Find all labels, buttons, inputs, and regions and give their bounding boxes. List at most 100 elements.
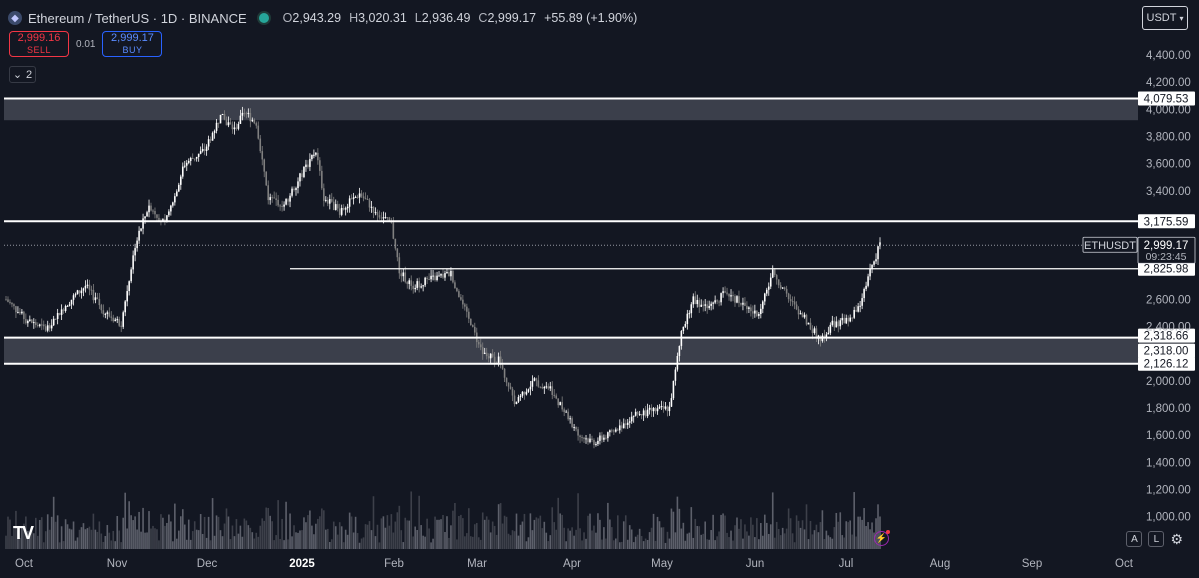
candle-body bbox=[378, 215, 381, 218]
volume-bar bbox=[120, 542, 123, 549]
candle-body bbox=[166, 215, 168, 221]
candle-body bbox=[78, 290, 81, 294]
volume-bar bbox=[493, 525, 496, 549]
volume-bar bbox=[247, 525, 250, 549]
volume-bar bbox=[620, 541, 623, 549]
candle-body bbox=[170, 205, 172, 212]
symbol-title[interactable]: Ethereum / TetherUS · 1D · BINANCE bbox=[28, 10, 247, 26]
volume-bar bbox=[203, 516, 206, 549]
candle-body bbox=[342, 207, 345, 210]
volume-bar bbox=[650, 527, 653, 549]
volume-bar bbox=[672, 511, 675, 549]
log-scale-button[interactable]: L bbox=[1148, 531, 1165, 547]
candle-body bbox=[233, 127, 236, 130]
candle-body bbox=[291, 188, 293, 196]
candle-body bbox=[567, 411, 569, 420]
candle-body bbox=[328, 199, 331, 204]
volume-bar bbox=[402, 542, 405, 549]
volume-bar bbox=[456, 539, 458, 549]
candle-body bbox=[650, 407, 653, 412]
candle-body bbox=[356, 196, 359, 198]
candle-body bbox=[831, 320, 834, 325]
candle-body bbox=[176, 191, 178, 197]
volume-bar bbox=[732, 540, 734, 549]
volume-bar bbox=[607, 502, 609, 549]
volume-bar bbox=[756, 518, 758, 549]
candle-body bbox=[136, 240, 138, 249]
candle-body bbox=[17, 312, 19, 314]
candle-body bbox=[726, 292, 728, 294]
volume-bar bbox=[438, 519, 440, 549]
candle-body bbox=[738, 296, 740, 304]
gear-icon[interactable]: ⚙ bbox=[1170, 531, 1183, 547]
candle-body bbox=[412, 285, 415, 290]
volume-bar bbox=[464, 536, 466, 549]
support-resistance-zone[interactable] bbox=[4, 337, 1138, 364]
candle-body bbox=[283, 204, 285, 207]
currency-select[interactable]: USDT ▾ bbox=[1142, 6, 1188, 30]
support-resistance-zone[interactable] bbox=[4, 98, 1138, 121]
candle-body bbox=[225, 119, 228, 126]
candle-body bbox=[712, 302, 714, 304]
volume-bar bbox=[29, 536, 31, 549]
candle-body bbox=[634, 411, 637, 416]
candle-body bbox=[642, 410, 645, 416]
candle-body bbox=[269, 197, 271, 201]
candle-body bbox=[781, 287, 784, 289]
candle-body bbox=[303, 167, 305, 177]
volume-bar bbox=[676, 496, 679, 549]
indicators-toggle-button[interactable]: ⌄ 2 bbox=[9, 66, 36, 83]
volume-bar bbox=[110, 540, 113, 549]
candle-body bbox=[595, 443, 597, 446]
time-axis: Oct Nov Dec 2025 Feb Mar Apr May Jun Jul Aug Sep Oct bbox=[15, 558, 1134, 570]
volume-bar bbox=[481, 512, 484, 549]
buy-button[interactable]: 2,999.17 BUY bbox=[102, 31, 163, 57]
candle-body bbox=[52, 318, 55, 326]
candle-body bbox=[708, 305, 710, 309]
volume-bar bbox=[738, 528, 740, 549]
volume-bar bbox=[144, 532, 146, 549]
volume-bar bbox=[613, 540, 615, 549]
candle-body bbox=[744, 302, 746, 306]
candle-body bbox=[29, 319, 31, 321]
notification-dot bbox=[886, 530, 890, 534]
volume-bar bbox=[76, 537, 79, 549]
candle-body bbox=[734, 296, 736, 303]
candle-body bbox=[497, 356, 500, 363]
candle-body bbox=[587, 438, 589, 443]
candle-body bbox=[285, 199, 287, 205]
volume-bar bbox=[497, 504, 500, 549]
open-label: O bbox=[282, 11, 293, 25]
candle-body bbox=[575, 427, 577, 430]
auto-scale-button[interactable]: A bbox=[1126, 531, 1143, 547]
candle-body bbox=[515, 401, 518, 405]
candle-body bbox=[19, 312, 21, 314]
volume-bar bbox=[128, 501, 130, 549]
candle-body bbox=[313, 154, 315, 156]
candle-body bbox=[521, 391, 524, 396]
volume-bar bbox=[293, 525, 295, 549]
flash-icon[interactable]: ⚡ bbox=[874, 531, 889, 546]
volume-bar bbox=[225, 508, 228, 549]
candle-body bbox=[189, 158, 192, 161]
candle-body bbox=[199, 151, 202, 154]
candle-body bbox=[301, 173, 303, 177]
volume-bar bbox=[92, 513, 95, 549]
candle-body bbox=[326, 199, 329, 204]
volume-bar bbox=[575, 529, 577, 549]
candle-body bbox=[797, 309, 800, 315]
volume-bar bbox=[523, 513, 526, 549]
candle-body bbox=[511, 388, 514, 396]
candle-body bbox=[636, 411, 639, 415]
candle-body bbox=[368, 199, 371, 208]
volume-bar bbox=[193, 521, 196, 549]
volume-bar bbox=[752, 524, 754, 549]
candle-body bbox=[191, 158, 194, 160]
candle-body bbox=[501, 364, 504, 369]
low-value: 2,936.49 bbox=[421, 11, 471, 25]
sell-button[interactable]: 2,999.16 SELL bbox=[9, 31, 69, 57]
volume-bar bbox=[646, 539, 649, 549]
candle-body bbox=[466, 306, 468, 312]
volume-bar bbox=[819, 522, 822, 549]
